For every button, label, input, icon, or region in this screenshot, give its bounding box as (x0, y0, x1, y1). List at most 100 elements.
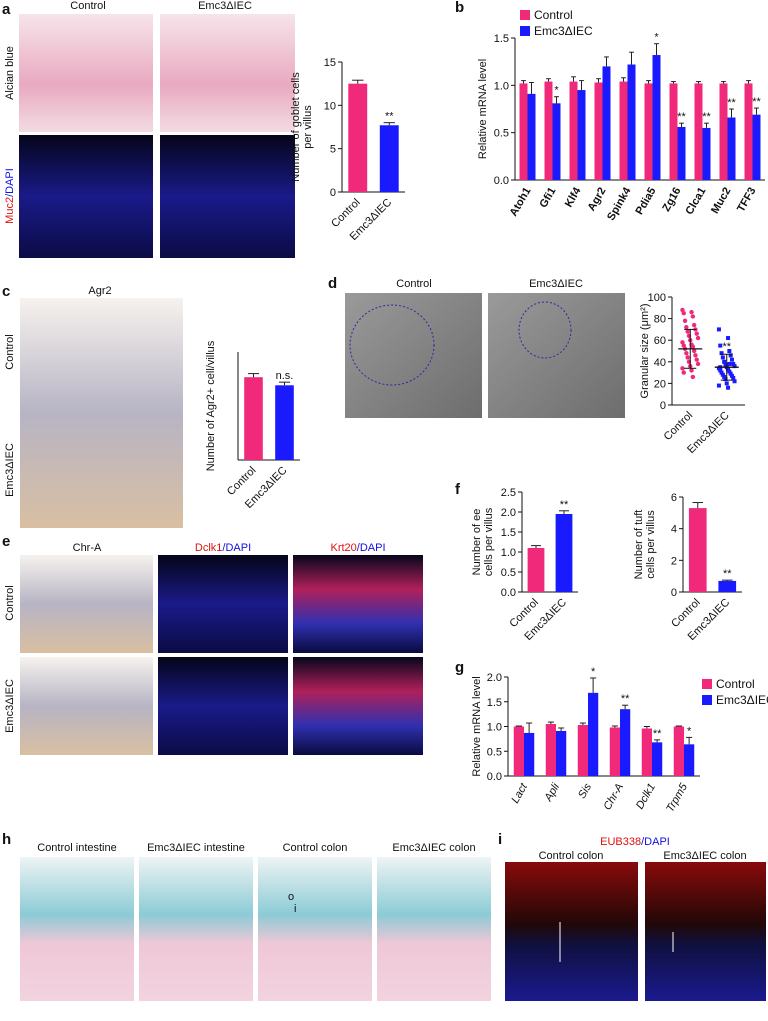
bar (545, 724, 556, 776)
stain-label: /DAPI (641, 836, 670, 848)
y-tick-label: 2 (671, 555, 677, 567)
point (690, 314, 696, 319)
column-label: Chr-A (73, 542, 102, 554)
panel-letter: b (455, 0, 464, 16)
point (723, 377, 728, 382)
image (158, 555, 288, 653)
row-label: Control (4, 585, 16, 620)
y-tick-label: 15 (324, 57, 336, 69)
bar (620, 709, 631, 776)
row-label: Muc2/DAPI (4, 168, 16, 224)
y-tick-label: 1.0 (501, 547, 516, 559)
y-axis-label: cells per villus (645, 510, 657, 579)
column-label: Emc3ΔIEC colon (663, 850, 746, 862)
column-label: Control intestine (37, 842, 117, 854)
y-tick-label: 2.0 (487, 672, 502, 684)
row-label: Emc3ΔIEC (4, 679, 16, 733)
bar (727, 117, 736, 180)
bar (379, 125, 399, 192)
panel-letter: f (455, 481, 461, 498)
x-tick-label: Control (662, 409, 696, 443)
y-tick-label: 1.5 (487, 697, 502, 709)
outline (349, 304, 435, 386)
image (293, 555, 423, 653)
x-tick-label: Muc2 (709, 186, 733, 216)
point (680, 366, 685, 371)
panel-letter: e (2, 533, 10, 550)
column-label: Emc3ΔIEC intestine (147, 842, 245, 854)
bar (527, 548, 545, 592)
x-tick-label: Dclk1 (634, 782, 658, 812)
x-tick-label: Klf4 (563, 185, 584, 210)
bar (669, 83, 678, 180)
y-tick-label: 0.5 (487, 746, 502, 758)
y-axis-label: Granular size (μm²) (639, 304, 651, 399)
y-tick-label: 1.0 (494, 80, 509, 92)
legend-label: Control (534, 8, 573, 22)
point (685, 355, 690, 360)
bar (244, 377, 263, 460)
bar (673, 726, 684, 776)
value-annotation: ** (560, 499, 569, 511)
y-tick-label: 5 (330, 144, 336, 156)
point (684, 350, 689, 356)
y-tick-label: 6 (671, 492, 677, 504)
panel-letter: h (2, 831, 11, 848)
x-tick-label: TFF3 (735, 186, 759, 215)
point (719, 351, 724, 356)
point (727, 361, 732, 366)
x-tick-label: Trpm5 (664, 781, 690, 815)
column-label: Control (70, 0, 105, 12)
point (690, 374, 696, 380)
image (20, 657, 153, 755)
image (19, 135, 153, 258)
point (732, 364, 737, 369)
value-annotation: ** (621, 693, 630, 705)
value-annotation: ** (653, 728, 662, 740)
bar (588, 692, 599, 776)
legend-swatch (702, 695, 712, 705)
point (726, 367, 731, 372)
y-tick-label: 1.0 (487, 722, 502, 734)
stain-label: /DAPI (4, 168, 16, 197)
bar (627, 64, 636, 180)
point (731, 376, 736, 380)
row-label: Emc3ΔIEC (4, 443, 16, 497)
point (681, 370, 686, 375)
x-tick-label: Agr2 (586, 186, 609, 214)
point (727, 349, 732, 353)
image (20, 857, 134, 1001)
point (716, 327, 721, 332)
point (689, 368, 694, 373)
bar (641, 728, 652, 776)
image (139, 857, 253, 1001)
y-tick-label: 0.5 (494, 128, 509, 140)
legend-label: Control (716, 677, 755, 691)
y-axis-label: Number of goblet cells (290, 72, 302, 182)
stain-label: Muc2 (4, 197, 16, 224)
point (729, 373, 734, 378)
stain-label: Krt20 (330, 542, 356, 554)
legend-swatch (702, 679, 712, 689)
legend-swatch (520, 10, 530, 20)
point (681, 311, 686, 316)
y-tick-label: 1.5 (494, 33, 509, 45)
panel-title: EUB338/DAPI (600, 836, 670, 848)
column-label: Emc3ΔIEC (529, 278, 583, 290)
point (731, 361, 736, 366)
point (727, 369, 732, 374)
legend-label: Emc3ΔIEC (716, 693, 768, 707)
y-tick-label: 1.5 (501, 527, 516, 539)
value-annotation: ** (752, 96, 761, 108)
y-tick-label: 100 (648, 292, 666, 304)
panel-letter: g (455, 659, 464, 676)
stain-label: Dclk1 (195, 542, 223, 554)
column-label: Dclk1/DAPI (195, 542, 251, 554)
column-label: Emc3ΔIEC colon (392, 842, 475, 854)
bar (552, 103, 561, 180)
x-tick-label: Clca1 (683, 186, 708, 217)
bar (702, 127, 711, 180)
point (691, 348, 697, 354)
y-tick-label: 0.5 (501, 567, 516, 579)
panel-letter: c (2, 283, 10, 300)
